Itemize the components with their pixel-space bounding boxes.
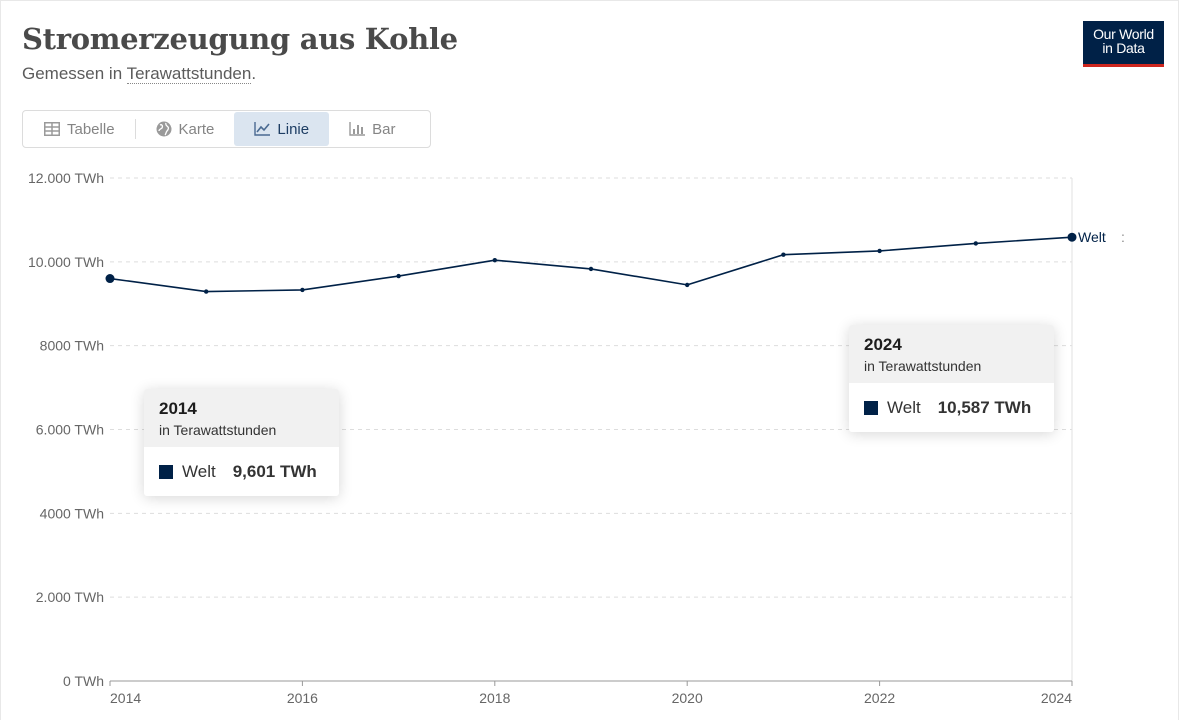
tab-bar[interactable]: Bar bbox=[329, 112, 415, 146]
x-tick-label: 2018 bbox=[479, 690, 510, 706]
tooltip-series-name: Welt bbox=[182, 462, 216, 481]
tab-separator bbox=[134, 119, 136, 139]
x-tick-label: 2020 bbox=[672, 690, 703, 706]
tab-table[interactable]: Tabelle bbox=[24, 112, 135, 146]
logo-line-1: Our World bbox=[1093, 26, 1154, 42]
tooltip-year: 2024 bbox=[864, 335, 902, 354]
series-line-welt bbox=[109, 236, 1073, 293]
tooltip-unit: in Terawattstunden bbox=[864, 358, 982, 374]
series-end-label-extra: : bbox=[1121, 229, 1125, 245]
data-point bbox=[396, 273, 401, 279]
tooltip-year: 2014 bbox=[159, 399, 197, 418]
tooltip-header: 2014 in Terawattstunden bbox=[144, 389, 339, 447]
series-end-label: Welt bbox=[1078, 229, 1106, 245]
data-point bbox=[685, 282, 690, 288]
axis-layer: 0 TWh 2.000 TWh 4000 TWh 6.000 TWh 8000 TWh 1… bbox=[28, 170, 1073, 706]
x-tick-label: 2022 bbox=[864, 690, 895, 706]
tooltip-row: Welt 10,587 TWh bbox=[849, 383, 1054, 432]
data-point bbox=[588, 266, 594, 272]
subtitle-suffix: . bbox=[251, 64, 257, 83]
series-swatch bbox=[864, 401, 878, 415]
y-tick-label: 6.000 TWh bbox=[36, 422, 104, 438]
tab-table-label: Tabelle bbox=[67, 120, 115, 138]
chart-title: Stromerzeugung aus Kohle bbox=[22, 22, 458, 56]
tab-line[interactable]: Linie bbox=[234, 112, 330, 146]
y-tick-label: 4000 TWh bbox=[40, 505, 104, 521]
owid-logo[interactable]: Our World in Data bbox=[1083, 21, 1164, 67]
y-tick-label: 12.000 TWh bbox=[28, 170, 104, 186]
tooltip-value: 9,601 TWh bbox=[232, 462, 317, 481]
tooltip-header: 2024 in Terawattstunden bbox=[849, 325, 1054, 383]
data-point bbox=[105, 274, 115, 284]
data-point bbox=[204, 289, 209, 294]
chart-subtitle: Gemessen in Terawattstunden. bbox=[22, 64, 256, 84]
y-tick-label: 8000 TWh bbox=[40, 338, 104, 354]
line-chart: 0 TWh 2.000 TWh 4000 TWh 6.000 TWh 8000 TWh 1… bbox=[28, 170, 1125, 706]
tooltip-row: Welt 9,601 TWh bbox=[144, 447, 339, 496]
subtitle-prefix: Gemessen in bbox=[22, 64, 127, 83]
subtitle-unit-link[interactable]: Terawattstunden bbox=[126, 64, 252, 84]
data-point bbox=[781, 252, 786, 257]
data-point bbox=[877, 248, 882, 254]
data-point bbox=[1067, 232, 1077, 242]
series-layer: Welt: bbox=[105, 229, 1125, 294]
y-tick-label: 2.000 TWh bbox=[36, 589, 104, 605]
y-tick-label: 0 TWh bbox=[63, 673, 104, 689]
series-swatch bbox=[159, 465, 173, 479]
tab-bar-label: Bar bbox=[372, 120, 396, 138]
tooltip-2024: 2024 in Terawattstunden Welt 10,587 TWh bbox=[849, 325, 1054, 432]
logo-line-2: in Data bbox=[1102, 40, 1145, 56]
data-point bbox=[300, 287, 305, 293]
tab-line-label: Linie bbox=[277, 120, 310, 138]
tooltip-value: 10,587 TWh bbox=[937, 398, 1032, 417]
x-tick-label: 2024 bbox=[1041, 690, 1072, 706]
bar-chart-icon bbox=[349, 122, 366, 136]
tooltip-series-name: Welt bbox=[887, 398, 921, 417]
data-point bbox=[492, 257, 497, 263]
chart-type-tabs: Tabelle Karte Linie Bar bbox=[22, 110, 431, 148]
data-point bbox=[973, 241, 978, 246]
y-tick-label: 10.000 TWh bbox=[28, 254, 104, 270]
x-tick-label: 2016 bbox=[287, 690, 318, 706]
globe-icon bbox=[156, 121, 172, 137]
line-chart-icon bbox=[254, 122, 271, 136]
x-tick-label: 2014 bbox=[110, 690, 141, 706]
tooltip-unit: in Terawattstunden bbox=[159, 422, 277, 438]
table-icon bbox=[44, 122, 60, 136]
tab-map[interactable]: Karte bbox=[136, 112, 235, 146]
tooltip-2014: 2014 in Terawattstunden Welt 9,601 TWh bbox=[144, 389, 339, 496]
tab-map-label: Karte bbox=[178, 120, 215, 138]
